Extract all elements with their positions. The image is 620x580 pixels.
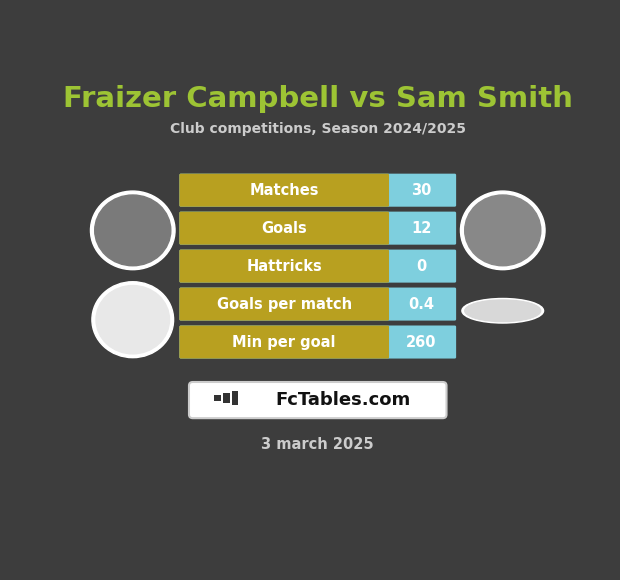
FancyBboxPatch shape — [179, 325, 456, 358]
Text: Club competitions, Season 2024/2025: Club competitions, Season 2024/2025 — [170, 122, 466, 136]
FancyBboxPatch shape — [179, 173, 389, 206]
FancyBboxPatch shape — [179, 288, 389, 321]
Text: Matches: Matches — [249, 183, 319, 198]
Text: Goals: Goals — [261, 220, 307, 235]
Text: FcTables.com: FcTables.com — [275, 391, 410, 409]
FancyBboxPatch shape — [179, 325, 389, 358]
Circle shape — [461, 191, 545, 270]
Text: 0: 0 — [416, 259, 427, 274]
Text: 260: 260 — [406, 335, 436, 350]
Text: Fraizer Campbell vs Sam Smith: Fraizer Campbell vs Sam Smith — [63, 85, 573, 113]
FancyBboxPatch shape — [179, 173, 456, 206]
FancyBboxPatch shape — [179, 249, 456, 282]
FancyBboxPatch shape — [189, 382, 446, 418]
Text: 3 march 2025: 3 march 2025 — [262, 437, 374, 452]
Text: Min per goal: Min per goal — [232, 335, 336, 350]
Text: Hattricks: Hattricks — [246, 259, 322, 274]
Circle shape — [95, 195, 171, 266]
Circle shape — [464, 195, 541, 266]
Ellipse shape — [462, 299, 544, 323]
FancyBboxPatch shape — [215, 395, 221, 401]
Text: Goals per match: Goals per match — [216, 296, 352, 311]
Circle shape — [91, 191, 175, 270]
Ellipse shape — [465, 300, 541, 321]
FancyBboxPatch shape — [223, 393, 230, 403]
FancyBboxPatch shape — [179, 249, 389, 282]
FancyBboxPatch shape — [179, 212, 456, 245]
FancyBboxPatch shape — [179, 288, 456, 321]
Text: 12: 12 — [411, 220, 432, 235]
Text: 30: 30 — [411, 183, 432, 198]
FancyBboxPatch shape — [232, 391, 239, 405]
FancyBboxPatch shape — [179, 212, 389, 245]
Circle shape — [96, 285, 169, 354]
Text: 0.4: 0.4 — [408, 296, 434, 311]
Circle shape — [92, 282, 174, 358]
